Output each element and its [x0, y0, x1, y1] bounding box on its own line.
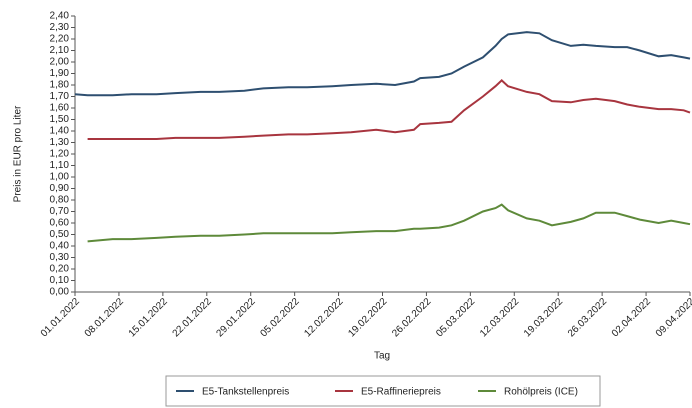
x-tick-label: 26.02.2022 — [390, 296, 433, 339]
x-tick-label: 22.01.2022 — [171, 296, 214, 339]
y-tick-label: 0,20 — [50, 264, 70, 275]
x-tick-label: 26.03.2022 — [566, 296, 609, 339]
y-tick-label: 0,40 — [50, 241, 70, 252]
y-tick-label: 2,00 — [50, 57, 70, 68]
legend-label: E5-Raffineriepreis — [361, 387, 441, 398]
y-tick-label: 0,00 — [50, 287, 70, 298]
y-tick-label: 0,80 — [50, 195, 70, 206]
series-line — [74, 31, 691, 97]
legend-label: Rohölpreis (ICE) — [504, 387, 578, 398]
x-tick-label: 15.01.2022 — [127, 296, 170, 339]
y-tick-label: 1,60 — [50, 103, 70, 114]
x-tick-label: 01.01.2022 — [39, 296, 82, 339]
x-tick-label: 05.03.2022 — [434, 296, 477, 339]
y-tick-label: 0,30 — [50, 252, 70, 263]
y-tick-label: 0,90 — [50, 183, 70, 194]
legend-box — [165, 375, 601, 407]
y-tick-label: 1,30 — [50, 137, 70, 148]
x-tick-label: 05.02.2022 — [258, 296, 301, 339]
y-tick-label: 1,00 — [50, 172, 70, 183]
y-tick-label: 0,70 — [50, 206, 70, 217]
y-tick-label: 0,50 — [50, 229, 70, 240]
x-tick-label: 09.04.2022 — [654, 296, 692, 339]
x-tick-label: 19.02.2022 — [346, 296, 389, 339]
y-tick-label: 2,20 — [50, 34, 70, 45]
y-tick-label: 1,90 — [50, 68, 70, 79]
series-line — [87, 203, 691, 243]
y-tick-label: 2,30 — [50, 22, 70, 33]
y-tick-label: 1,70 — [50, 91, 70, 102]
x-tick-label: 19.03.2022 — [522, 296, 565, 339]
y-tick-label: 1,50 — [50, 114, 70, 125]
y-axis-label: Preis in EUR pro Liter — [13, 105, 24, 202]
y-tick-label: 0,10 — [50, 275, 70, 286]
y-tick-label: 2,40 — [50, 11, 70, 22]
x-tick-label: 12.02.2022 — [302, 296, 345, 339]
y-tick-label: 1,20 — [50, 149, 70, 160]
x-tick-label: 29.01.2022 — [215, 296, 258, 339]
y-tick-label: 1,10 — [50, 160, 70, 171]
y-tick-label: 1,40 — [50, 126, 70, 137]
x-tick-label: 02.04.2022 — [610, 296, 653, 339]
y-tick-label: 2,10 — [50, 45, 70, 56]
x-axis-label: Tag — [374, 351, 390, 362]
series-line — [87, 79, 691, 140]
y-tick-label: 1,80 — [50, 80, 70, 91]
x-tick-label: 08.01.2022 — [83, 296, 126, 339]
y-tick-label: 0,60 — [50, 218, 70, 229]
legend-label: E5-Tankstellenpreis — [202, 387, 289, 398]
x-tick-label: 12.03.2022 — [478, 296, 521, 339]
